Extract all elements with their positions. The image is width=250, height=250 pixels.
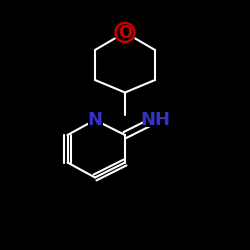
Text: O: O [118, 24, 132, 42]
FancyBboxPatch shape [143, 113, 167, 127]
FancyBboxPatch shape [88, 113, 102, 127]
Circle shape [114, 22, 136, 43]
Text: NH: NH [140, 111, 170, 129]
Text: N: N [88, 111, 102, 129]
